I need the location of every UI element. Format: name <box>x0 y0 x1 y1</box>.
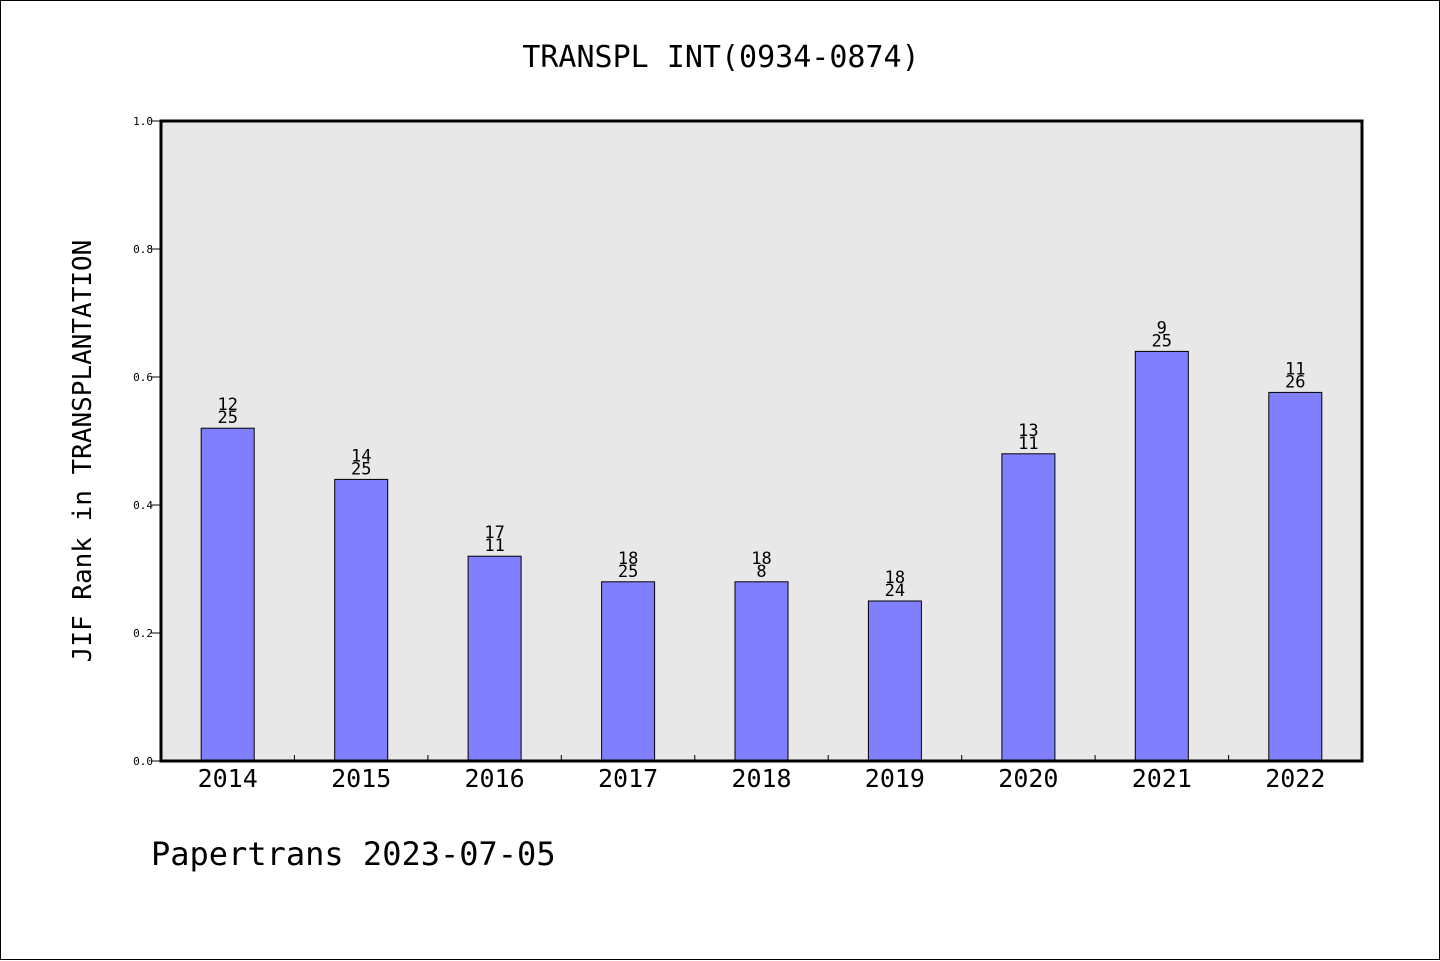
x-tick-label-2021: 2021 <box>1132 764 1192 793</box>
bar-label-top-2017: 18 <box>618 549 638 569</box>
x-tick-label-2018: 2018 <box>731 764 791 793</box>
chart-title: TRANSPL INT(0934-0874) <box>522 40 919 75</box>
bar-label-bottom-2018: 8 <box>756 562 766 582</box>
bar-label-bottom-2015: 25 <box>351 459 371 479</box>
bar-label-top-2018: 18 <box>751 549 771 569</box>
x-tick-label-2020: 2020 <box>998 764 1058 793</box>
x-tick-label-2022: 2022 <box>1265 764 1325 793</box>
bar-label-top-2019: 18 <box>885 568 905 588</box>
bar-label-top-2015: 14 <box>351 446 371 466</box>
bar-label-bottom-2021: 25 <box>1152 331 1172 351</box>
bar-label-bottom-2016: 11 <box>484 536 504 556</box>
bar-label-bottom-2017: 25 <box>618 562 638 582</box>
bar-label-top-2020: 13 <box>1018 421 1038 441</box>
bar-label-top-2016: 17 <box>484 523 504 543</box>
x-tick-label-2014: 2014 <box>198 764 258 793</box>
y-tick-label-5: 1.0 <box>133 115 153 128</box>
y-tick-label-0: 0.0 <box>133 755 153 768</box>
bar-2018 <box>734 581 789 762</box>
bar-2019 <box>867 600 922 762</box>
bar-label-bottom-2019: 24 <box>885 581 905 601</box>
plot-border <box>159 119 1364 763</box>
x-tick-label-2016: 2016 <box>464 764 524 793</box>
bar-2016 <box>467 555 522 762</box>
bar-label-top-2014: 12 <box>217 395 237 415</box>
x-tick-label-2017: 2017 <box>598 764 658 793</box>
bar-2014 <box>200 427 255 762</box>
y-tick-label-4: 0.8 <box>133 243 153 256</box>
x-tick-label-2019: 2019 <box>865 764 925 793</box>
ticks-layer: 2014 2015 2016 2017 2018 2019 2020 2021 2022 0.0 0… <box>133 115 1325 793</box>
x-tick-label-2015: 2015 <box>331 764 391 793</box>
y-axis-label: JIF Rank in TRANSPLANTATION <box>68 240 98 663</box>
bar-label-top-2021: 9 <box>1157 318 1167 338</box>
bar-2020 <box>1001 453 1056 762</box>
bar-2017 <box>601 581 656 762</box>
bar-2015 <box>334 478 389 762</box>
y-tick-label-1: 0.2 <box>133 627 153 640</box>
footer-text: Papertrans 2023-07-05 <box>151 835 556 873</box>
bar-2021 <box>1134 350 1189 762</box>
bar-label-top-2022: 11 <box>1285 359 1305 379</box>
bar-label-bottom-2022: 26 <box>1285 372 1305 392</box>
y-tick-label-2: 0.4 <box>133 499 153 512</box>
y-tick-label-3: 0.6 <box>133 371 153 384</box>
bar-label-bottom-2014: 25 <box>217 408 237 428</box>
bar-label-bottom-2020: 11 <box>1018 434 1038 454</box>
bar-2022 <box>1268 391 1323 762</box>
